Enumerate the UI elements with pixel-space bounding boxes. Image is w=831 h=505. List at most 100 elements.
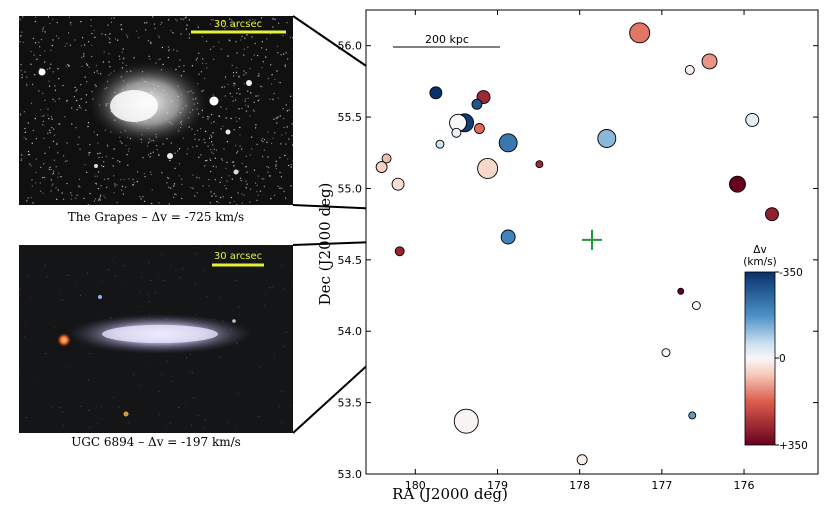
- noise-pixel: [52, 39, 54, 41]
- noise-pixel: [83, 53, 85, 55]
- noise-pixel: [236, 52, 238, 54]
- grapes-star: [233, 169, 239, 175]
- noise-pixel: [280, 176, 283, 178]
- noise-pixel: [106, 186, 108, 188]
- noise-pixel: [30, 102, 32, 104]
- noise-pixel: [140, 198, 142, 200]
- noise-pixel: [21, 76, 23, 79]
- noise-pixel: [233, 85, 235, 87]
- noise-pixel: [59, 123, 61, 125]
- noise-pixel: [35, 182, 37, 184]
- noise-pixel: [208, 178, 210, 181]
- noise-pixel: [176, 50, 178, 52]
- noise-pixel: [158, 58, 160, 61]
- noise-pixel: [240, 39, 242, 41]
- noise-pixel: [20, 288, 22, 290]
- noise-pixel: [167, 19, 170, 21]
- noise-pixel: [241, 202, 243, 204]
- galaxy-point: [661, 348, 671, 358]
- noise-pixel: [48, 146, 51, 149]
- noise-pixel: [257, 416, 259, 418]
- noise-pixel: [53, 134, 56, 136]
- noise-pixel: [224, 185, 226, 187]
- noise-pixel: [31, 179, 33, 181]
- noise-pixel: [261, 41, 264, 43]
- noise-pixel: [112, 165, 114, 167]
- noise-pixel: [287, 58, 289, 60]
- noise-pixel: [74, 39, 76, 41]
- noise-pixel: [245, 110, 248, 112]
- data-points: [375, 22, 779, 466]
- noise-pixel: [203, 270, 205, 272]
- noise-pixel: [74, 86, 76, 88]
- noise-pixel: [88, 154, 90, 156]
- noise-pixel: [174, 152, 176, 154]
- noise-pixel: [20, 64, 22, 66]
- noise-pixel: [81, 65, 83, 68]
- noise-pixel: [247, 105, 249, 107]
- noise-pixel: [204, 165, 206, 167]
- noise-pixel: [276, 117, 278, 120]
- noise-pixel: [188, 33, 191, 35]
- noise-pixel: [97, 423, 99, 425]
- noise-pixel: [171, 381, 173, 383]
- noise-pixel: [97, 199, 99, 201]
- galaxy-point: [471, 98, 483, 110]
- noise-pixel: [44, 152, 46, 154]
- noise-pixel: [38, 90, 40, 92]
- noise-pixel: [259, 415, 261, 417]
- noise-pixel: [225, 262, 227, 264]
- noise-pixel: [108, 61, 110, 63]
- noise-pixel: [179, 277, 181, 279]
- noise-pixel: [55, 187, 57, 189]
- noise-pixel: [114, 183, 116, 185]
- noise-pixel: [68, 65, 70, 67]
- noise-pixel: [107, 36, 109, 38]
- noise-pixel: [235, 427, 237, 429]
- noise-pixel: [285, 104, 287, 106]
- noise-pixel: [84, 76, 86, 78]
- noise-pixel: [44, 31, 46, 33]
- noise-pixel: [289, 36, 291, 38]
- noise-pixel: [132, 184, 135, 186]
- ugc6894-caption: UGC 6894 – Δv = -197 km/s: [71, 435, 241, 449]
- noise-pixel: [51, 118, 53, 120]
- noise-pixel: [192, 397, 194, 399]
- galaxy-point: [477, 158, 499, 179]
- noise-pixel: [141, 276, 143, 278]
- noise-pixel: [128, 422, 130, 424]
- noise-pixel: [274, 356, 276, 358]
- noise-pixel: [241, 193, 243, 195]
- noise-pixel: [220, 106, 222, 108]
- noise-pixel: [106, 145, 109, 147]
- noise-pixel: [20, 19, 22, 21]
- noise-pixel: [237, 392, 239, 394]
- noise-pixel: [158, 413, 160, 415]
- noise-pixel: [19, 41, 21, 43]
- noise-pixel: [57, 152, 59, 154]
- noise-pixel: [23, 390, 25, 392]
- noise-pixel: [232, 161, 235, 163]
- noise-pixel: [169, 422, 171, 424]
- noise-pixel: [96, 134, 98, 136]
- noise-pixel: [279, 115, 281, 117]
- noise-pixel: [70, 198, 72, 200]
- noise-pixel: [249, 115, 251, 117]
- noise-pixel: [59, 293, 61, 295]
- noise-pixel: [66, 100, 68, 102]
- noise-pixel: [161, 46, 164, 49]
- noise-pixel: [113, 17, 115, 19]
- noise-pixel: [147, 154, 150, 156]
- noise-pixel: [89, 151, 91, 154]
- noise-pixel: [79, 148, 81, 150]
- noise-pixel: [76, 88, 78, 91]
- noise-pixel: [23, 111, 25, 113]
- noise-pixel: [285, 52, 287, 54]
- noise-pixel: [99, 418, 101, 420]
- noise-pixel: [118, 55, 120, 57]
- noise-pixel: [158, 154, 160, 156]
- noise-pixel: [214, 178, 216, 181]
- noise-pixel: [283, 53, 285, 55]
- noise-pixel: [267, 77, 269, 80]
- y-tick-label: 54.0: [338, 325, 363, 338]
